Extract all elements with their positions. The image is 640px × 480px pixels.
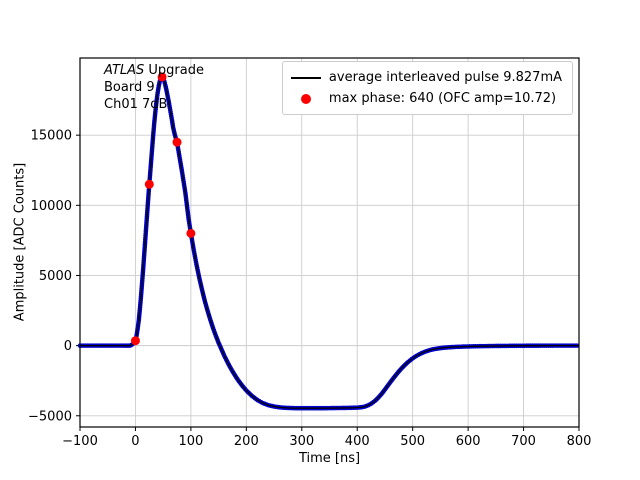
x-tick-label: 300 xyxy=(289,434,314,449)
x-tick-label: 700 xyxy=(511,434,536,449)
axes-frame xyxy=(79,57,580,428)
y-tick-label: 15000 xyxy=(31,129,72,144)
annotation-board: Board 9 xyxy=(104,80,155,95)
y-axis-label: Amplitude [ADC Counts] xyxy=(12,162,28,322)
max-phase-marker xyxy=(130,336,140,346)
x-tick-label: 600 xyxy=(456,434,481,449)
legend-label-maxphase: max phase: 640 (OFC amp=10.72) xyxy=(328,91,557,106)
x-axis-label: Time [ns] xyxy=(298,451,361,466)
legend-item-pulse: average interleaved pulse 9.827mA xyxy=(290,67,562,88)
plot-annotation: ATLAS Upgrade Board 9 Ch01 7dB xyxy=(104,62,204,113)
max-phase-marker xyxy=(186,228,196,238)
pulse-line xyxy=(80,76,579,409)
annotation-channel: Ch01 7dB xyxy=(104,97,168,112)
legend-dot-swatch xyxy=(300,93,311,104)
max-phase-marker xyxy=(172,137,182,147)
x-tick-label: 500 xyxy=(400,434,425,449)
annotation-line1: ATLAS Upgrade xyxy=(104,62,204,79)
legend-line-swatch-wrap xyxy=(290,76,321,79)
legend-dot-swatch-wrap xyxy=(291,93,321,104)
y-tick-label: −5000 xyxy=(28,409,72,424)
y-tick-label: 10000 xyxy=(31,199,72,214)
max-phase-marker xyxy=(144,179,154,189)
max-phase-marker xyxy=(157,72,167,82)
x-tick-label: 100 xyxy=(178,434,203,449)
pulse-markers xyxy=(77,74,580,411)
y-tick-label: 5000 xyxy=(39,269,72,284)
legend-line-swatch xyxy=(290,76,321,79)
annotation-upgrade: Upgrade xyxy=(144,63,204,78)
x-tick-label: 200 xyxy=(234,434,259,449)
legend-item-maxphase: max phase: 640 (OFC amp=10.72) xyxy=(291,88,562,109)
legend-label-pulse: average interleaved pulse 9.827mA xyxy=(328,70,562,85)
legend: average interleaved pulse 9.827mA max ph… xyxy=(281,61,573,115)
x-tick-label: 0 xyxy=(131,434,139,449)
x-tick-label: 800 xyxy=(567,434,592,449)
x-tick-label: 400 xyxy=(345,434,370,449)
y-tick-label: 0 xyxy=(64,339,72,354)
annotation-atlas: ATLAS xyxy=(104,63,145,78)
x-tick-label: −100 xyxy=(62,434,98,449)
